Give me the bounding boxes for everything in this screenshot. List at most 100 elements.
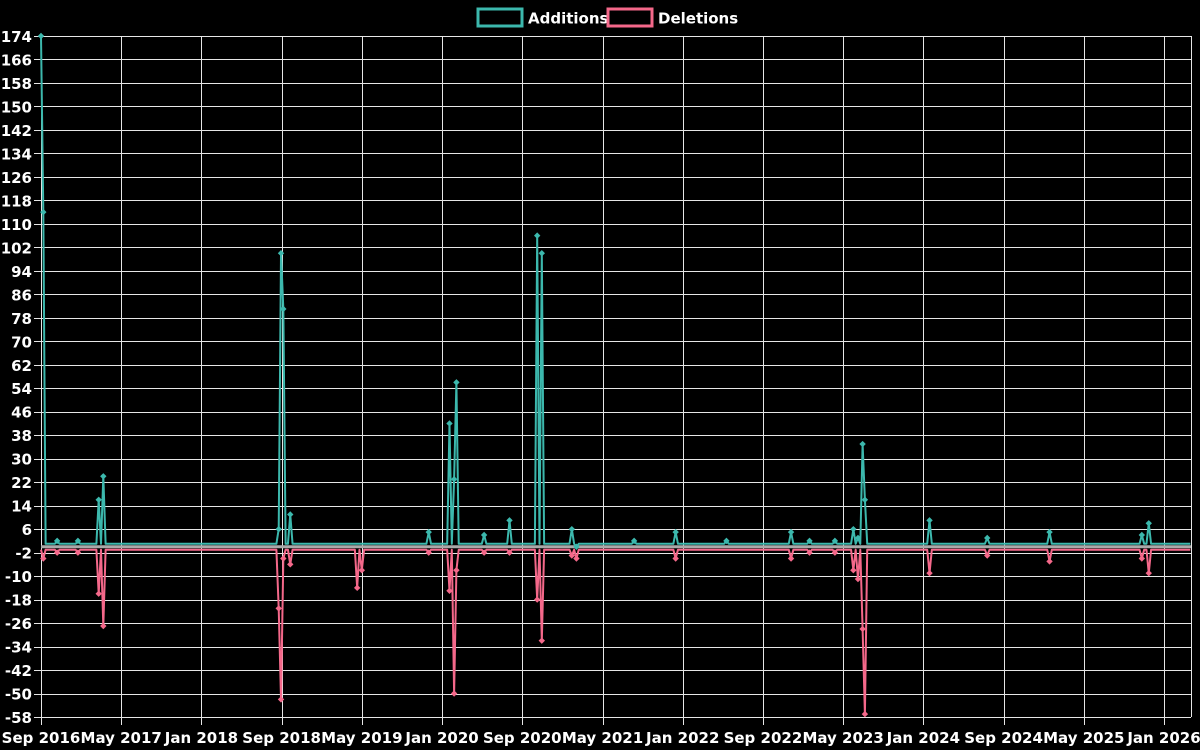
- deletions-marker: [533, 596, 541, 603]
- y-axis-tick-label: 22: [11, 474, 32, 492]
- deletions-marker: [40, 555, 47, 562]
- additions-marker: [723, 537, 730, 545]
- y-axis-tick-label: 118: [1, 192, 32, 210]
- additions-marker: [277, 250, 285, 257]
- deletions-marker: [280, 555, 287, 562]
- additions-marker: [854, 534, 862, 542]
- additions-marker: [672, 528, 679, 536]
- additions-marker: [538, 250, 546, 257]
- additions-marker: [446, 420, 453, 427]
- deletions-marker: [1138, 555, 1146, 562]
- y-axis-tick-label: -50: [5, 686, 32, 704]
- y-axis-tick-label: -10: [5, 568, 32, 586]
- deletions-marker: [859, 625, 866, 633]
- y-axis-tick-label: 126: [1, 169, 32, 187]
- deletions-marker: [287, 561, 294, 568]
- deletions-marker: [275, 605, 282, 612]
- x-axis-tick-label: Sep 2024: [964, 729, 1043, 747]
- additions-marker: [480, 531, 488, 539]
- additions-marker: [859, 440, 866, 448]
- deletions-marker: [53, 549, 61, 556]
- x-axis-tick-label: Jan 2026: [1126, 729, 1200, 747]
- deletions-marker: [806, 549, 813, 556]
- x-axis-tick-label: Sep 2020: [483, 729, 562, 747]
- additions-marker: [861, 496, 869, 503]
- additions-marker: [926, 517, 933, 524]
- additions-marker: [37, 32, 45, 40]
- additions-marker: [275, 525, 282, 533]
- legend-deletions-label[interactable]: Deletions: [658, 10, 738, 28]
- additions-marker: [453, 379, 460, 386]
- deletions-marker: [100, 622, 107, 630]
- deletions-marker: [480, 549, 488, 556]
- additions-marker: [425, 528, 432, 536]
- deletions-marker: [353, 584, 361, 592]
- x-axis-tick-label: Jan 2020: [404, 729, 478, 747]
- x-axis-tick-label: May 2019: [321, 729, 402, 747]
- deletions-marker: [854, 575, 862, 583]
- deletions-marker: [861, 710, 869, 718]
- deletions-marker: [425, 549, 432, 556]
- deletions-marker: [95, 590, 102, 597]
- y-axis-tick-label: 94: [11, 263, 32, 281]
- y-axis-tick-label: 166: [1, 51, 32, 69]
- x-axis-tick-label: May 2025: [1043, 729, 1124, 747]
- deletions-marker: [568, 552, 576, 559]
- y-axis-tick-label: -18: [5, 592, 32, 610]
- additions-marker: [533, 232, 541, 239]
- deletions-marker: [926, 569, 933, 577]
- y-axis-tick-label: 102: [1, 239, 32, 257]
- deletions-marker: [573, 555, 580, 562]
- y-axis-tick-label: 6: [22, 521, 32, 539]
- additions-marker: [787, 528, 795, 536]
- x-axis-tick-label: Sep 2022: [724, 729, 803, 747]
- deletions-marker: [358, 567, 365, 574]
- deletions-marker: [984, 552, 991, 559]
- y-axis-tick-label: 86: [11, 286, 32, 304]
- x-axis-tick-label: May 2023: [802, 729, 883, 747]
- deletions-marker: [538, 637, 546, 644]
- deletions-marker: [506, 549, 513, 556]
- point-markers: [37, 32, 1152, 718]
- additions-marker: [630, 537, 638, 545]
- additions-marker: [806, 537, 813, 545]
- legend-additions-swatch[interactable]: [476, 7, 524, 28]
- y-axis-tick-label: 78: [11, 310, 32, 328]
- deletions-marker: [850, 567, 857, 574]
- y-axis-tick-label: 38: [11, 427, 32, 445]
- additions-marker: [100, 473, 107, 480]
- deletions-marker: [453, 567, 460, 574]
- additions-marker: [1138, 531, 1146, 539]
- additions-marker: [53, 537, 61, 545]
- additions-marker: [850, 525, 857, 533]
- y-axis-tick-label: -26: [5, 615, 32, 633]
- deletions-marker: [787, 555, 795, 562]
- additions-marker: [984, 534, 991, 542]
- additions-marker: [831, 537, 839, 545]
- y-axis-tick-label: 30: [11, 451, 32, 469]
- additions-marker: [280, 305, 287, 313]
- legend-additions-label[interactable]: Additions: [528, 10, 609, 28]
- y-axis-tick-label: 174: [1, 28, 32, 46]
- y-axis-tick-label: -42: [5, 662, 32, 680]
- additions-marker: [1145, 520, 1152, 527]
- y-axis-tick-label: -58: [5, 709, 32, 727]
- y-axis-tick-label: 158: [1, 75, 32, 93]
- x-axis-tick-label: Jan 2022: [645, 729, 719, 747]
- y-axis-tick-label: 14: [11, 498, 32, 516]
- additions-line: [40, 35, 1191, 548]
- additions-marker: [74, 537, 82, 545]
- y-axis-tick-label: 142: [1, 122, 32, 140]
- legend-deletions-swatch[interactable]: [606, 7, 654, 28]
- additions-marker: [506, 517, 513, 524]
- deletions-marker: [450, 690, 458, 697]
- y-axis-tick-label: 70: [11, 333, 32, 351]
- x-axis-tick-label: Jan 2018: [164, 729, 238, 747]
- additions-marker: [568, 525, 576, 533]
- deletions-marker: [831, 549, 839, 556]
- additions-marker: [573, 543, 580, 550]
- deletions-marker: [74, 549, 82, 556]
